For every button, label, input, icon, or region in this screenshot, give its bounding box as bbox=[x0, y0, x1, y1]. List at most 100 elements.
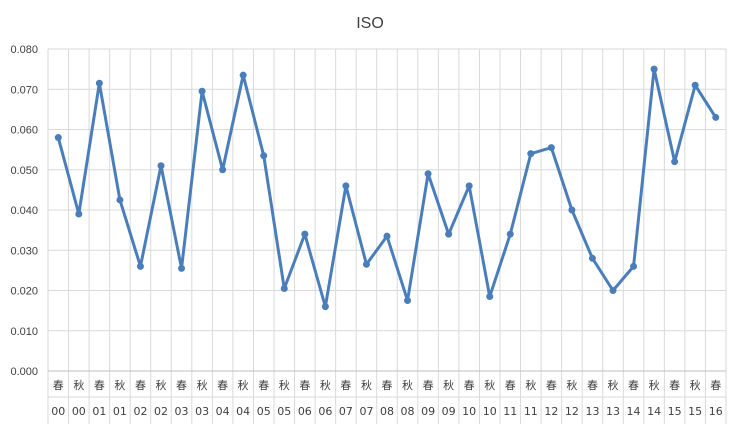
data-point bbox=[321, 303, 329, 311]
x-tick-label-season: 春 bbox=[423, 379, 434, 392]
data-point bbox=[178, 264, 186, 272]
x-tick-label-season: 春 bbox=[299, 379, 310, 392]
data-point bbox=[157, 162, 165, 170]
x-tick-label-year: 10 bbox=[462, 405, 476, 418]
data-point bbox=[712, 113, 720, 121]
x-tick-label-season: 秋 bbox=[484, 378, 495, 392]
x-tick-label-year: 01 bbox=[92, 405, 106, 418]
x-tick-label-season: 秋 bbox=[156, 378, 167, 392]
x-axis-ticks: 春 00 秋 00 春 01 秋 01 春 02 秋 02 春 03 秋 03 春 04 秋 04 春 05 秋 05 春 06 秋… bbox=[51, 378, 722, 418]
x-tick-label-season: 春 bbox=[710, 379, 721, 392]
x-tick-label-season: 秋 bbox=[649, 378, 660, 392]
y-tick-label: 0.020 bbox=[10, 286, 38, 298]
x-tick-label-year: 03 bbox=[195, 405, 209, 418]
data-point bbox=[486, 293, 494, 301]
x-tick-label-season: 春 bbox=[382, 379, 393, 392]
horizontal-gridlines bbox=[48, 48, 726, 372]
x-tick-label-year: 01 bbox=[113, 405, 127, 418]
x-tick-label-year: 02 bbox=[154, 405, 168, 418]
x-tick-label-season: 秋 bbox=[608, 378, 619, 392]
data-point bbox=[527, 150, 535, 158]
y-tick-label: 0.060 bbox=[10, 125, 38, 137]
x-tick-label-season: 春 bbox=[340, 379, 351, 392]
y-axis-ticks: 0.000 0.010 0.020 0.030 0.040 0.050 0.060 0.070… bbox=[10, 44, 38, 378]
data-point bbox=[280, 284, 288, 292]
y-tick-label: 0.010 bbox=[10, 326, 38, 338]
y-tick-label: 0.000 bbox=[10, 366, 38, 378]
x-tick-label-season: 春 bbox=[546, 379, 557, 392]
x-tick-label-year: 03 bbox=[175, 405, 189, 418]
y-tick-label: 0.030 bbox=[10, 245, 38, 257]
y-tick-label: 0.040 bbox=[10, 205, 38, 217]
data-point bbox=[547, 144, 555, 152]
data-point bbox=[116, 196, 124, 204]
data-point bbox=[465, 182, 473, 190]
x-tick-label-year: 02 bbox=[133, 405, 147, 418]
x-tick-label-season: 秋 bbox=[361, 378, 372, 392]
data-point bbox=[383, 232, 391, 240]
y-tick-label: 0.070 bbox=[10, 84, 38, 96]
data-point bbox=[445, 230, 453, 238]
x-tick-label-season: 秋 bbox=[73, 378, 84, 392]
x-tick-label-year: 11 bbox=[524, 405, 538, 418]
x-tick-label-season: 秋 bbox=[443, 378, 454, 392]
data-point bbox=[54, 134, 62, 142]
x-tick-label-season: 秋 bbox=[566, 378, 577, 392]
x-tick-label-season: 秋 bbox=[525, 378, 536, 392]
x-tick-label-season: 春 bbox=[94, 379, 105, 392]
x-tick-label-season: 春 bbox=[258, 379, 269, 392]
x-tick-label-year: 10 bbox=[483, 405, 497, 418]
data-point bbox=[630, 262, 638, 270]
x-tick-label-season: 春 bbox=[628, 379, 639, 392]
x-tick-label-season: 秋 bbox=[402, 378, 413, 392]
x-tick-label-season: 春 bbox=[587, 379, 598, 392]
data-point bbox=[691, 81, 699, 89]
x-tick-label-year: 12 bbox=[544, 405, 558, 418]
x-tick-label-year: 08 bbox=[401, 405, 415, 418]
x-tick-label-year: 09 bbox=[421, 405, 435, 418]
x-tick-label-year: 16 bbox=[709, 405, 723, 418]
x-tick-label-year: 11 bbox=[503, 405, 517, 418]
x-tick-label-season: 春 bbox=[669, 379, 680, 392]
x-tick-label-season: 秋 bbox=[197, 378, 208, 392]
data-point bbox=[404, 297, 412, 305]
x-tick-label-year: 14 bbox=[647, 405, 661, 418]
data-point bbox=[650, 65, 658, 73]
x-tick-label-year: 05 bbox=[277, 405, 291, 418]
x-tick-label-season: 秋 bbox=[238, 378, 249, 392]
data-point bbox=[260, 152, 268, 160]
x-tick-label-season: 秋 bbox=[279, 378, 290, 392]
data-point bbox=[75, 210, 83, 218]
y-tick-label: 0.080 bbox=[10, 44, 38, 56]
x-tick-label-year: 13 bbox=[606, 405, 620, 418]
x-tick-label-year: 06 bbox=[318, 405, 332, 418]
x-tick-label-season: 春 bbox=[176, 379, 187, 392]
data-point bbox=[301, 230, 309, 238]
data-point bbox=[609, 287, 617, 294]
x-tick-label-season: 春 bbox=[464, 379, 475, 392]
series-iso bbox=[54, 65, 720, 311]
data-point bbox=[198, 87, 206, 95]
data-point bbox=[95, 79, 103, 87]
vertical-gridlines bbox=[47, 49, 727, 424]
x-tick-label-year: 15 bbox=[688, 405, 702, 418]
x-tick-label-season: 春 bbox=[53, 379, 64, 392]
series-line bbox=[56, 67, 718, 309]
x-tick-label-season: 秋 bbox=[320, 378, 331, 392]
x-tick-label-season: 秋 bbox=[114, 378, 125, 392]
x-tick-label-year: 13 bbox=[585, 405, 599, 418]
x-tick-label-year: 06 bbox=[298, 405, 312, 418]
x-tick-label-year: 15 bbox=[668, 405, 682, 418]
x-tick-label-season: 春 bbox=[217, 379, 228, 392]
x-tick-label-season: 秋 bbox=[690, 378, 701, 392]
data-point bbox=[219, 166, 227, 174]
x-tick-label-year: 00 bbox=[51, 405, 65, 418]
x-tick-label-year: 04 bbox=[236, 405, 250, 418]
data-point bbox=[506, 230, 514, 238]
x-tick-label-year: 14 bbox=[627, 405, 641, 418]
data-point bbox=[136, 262, 144, 270]
data-point bbox=[362, 260, 370, 268]
x-tick-label-year: 09 bbox=[442, 405, 456, 418]
